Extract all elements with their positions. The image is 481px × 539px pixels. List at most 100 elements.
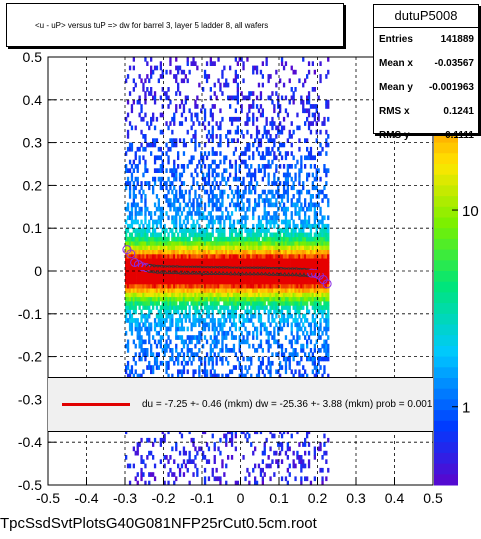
heatmap-cell [140,309,143,315]
heatmap-cell [194,146,197,152]
heatmap-cell [225,249,228,255]
heatmap-cell [257,262,261,268]
heatmap-cell [142,283,145,289]
heatmap-cell [196,253,199,259]
heatmap-cell [152,245,155,250]
heatmap-cell [292,305,295,310]
heatmap-cell [132,189,135,195]
heatmap-cell [153,249,157,255]
heatmap-cell [161,275,164,280]
heatmap-cell [248,245,251,250]
heatmap-cell [223,159,226,165]
heatmap-cell [125,228,128,233]
heatmap-cell [298,288,301,293]
heatmap-cell [180,373,184,379]
heatmap-cell [205,322,209,328]
heatmap-cell [219,309,222,315]
heatmap-cell [207,305,211,310]
heatmap-cell [275,189,278,195]
heatmap-cell [144,348,147,353]
heatmap-cell [165,168,168,173]
heatmap-cell [244,159,247,165]
heatmap-cell [275,125,278,131]
heatmap-cell [136,253,139,259]
heatmap-cell [144,296,147,302]
heatmap-cell [163,223,166,229]
heatmap-cell [205,296,209,302]
heatmap-cell [153,322,157,328]
heatmap-cell [155,322,159,328]
heatmap-cell [177,275,180,280]
heatmap-cell [219,348,222,353]
heatmap-cell [134,211,137,216]
heatmap-cell [157,288,160,293]
heatmap-cell [175,176,178,182]
heatmap-cell [238,116,241,122]
heatmap-cell [240,159,243,165]
heatmap-cell [223,241,226,246]
heatmap-cell [304,253,307,259]
heatmap-cell [325,339,328,345]
heatmap-cell [155,232,159,238]
heatmap-cell [140,296,143,302]
heatmap-cell [242,275,245,280]
heatmap-cell [186,262,189,268]
heatmap-cell [311,223,314,229]
heatmap-cell [309,232,313,238]
heatmap-cell [136,279,139,285]
heatmap-cell [146,232,149,238]
heatmap-cell [273,142,276,148]
heatmap-cell [178,202,182,208]
heatmap-cell [126,241,130,246]
heatmap-cell [288,172,291,178]
heatmap-cell [248,95,251,101]
heatmap-cell [290,232,293,238]
heatmap-cell [157,318,160,323]
heatmap-cell [288,219,291,225]
heatmap-cell [244,288,247,293]
heatmap-cell [126,283,130,289]
heatmap-cell [229,172,232,178]
heatmap-cell [327,301,330,306]
heatmap-cell [196,352,199,357]
heatmap-cell [309,228,313,233]
heatmap-cell [309,258,313,263]
heatmap-cell [130,232,134,238]
heatmap-cell [194,194,197,199]
heatmap-cell [153,236,157,242]
heatmap-cell [252,155,255,161]
heatmap-cell [275,296,278,302]
heatmap-cell [159,176,162,182]
heatmap-cell [163,309,166,315]
heatmap-cell [175,241,178,246]
heatmap-cell [223,433,226,439]
heatmap-cell [269,74,272,79]
heatmap-cell [173,301,176,306]
heatmap-cell [196,305,199,310]
heatmap-cell [255,181,259,186]
heatmap-cell [294,318,297,323]
heatmap-cell [275,202,278,208]
heatmap-cell [280,296,284,302]
heatmap-cell [298,176,301,182]
heatmap-cell [148,142,151,148]
heatmap-cell [146,61,149,66]
heatmap-cell [184,99,187,105]
heatmap-cell [184,249,187,255]
heatmap-cell [230,455,234,460]
heatmap-cell [142,223,145,229]
heatmap-cell [273,305,276,310]
heatmap-cell [155,219,159,225]
heatmap-cell [292,202,295,208]
heatmap-cell [238,164,241,169]
heatmap-cell [275,211,278,216]
heatmap-cell [282,296,286,302]
heatmap-cell [186,326,189,332]
heatmap-cell [157,215,160,221]
heatmap-cell [171,215,174,221]
heatmap-cell [192,472,195,477]
heatmap-cell [192,219,195,225]
heatmap-cell [140,279,143,285]
palette-cell [434,420,458,432]
heatmap-cell [246,283,249,289]
